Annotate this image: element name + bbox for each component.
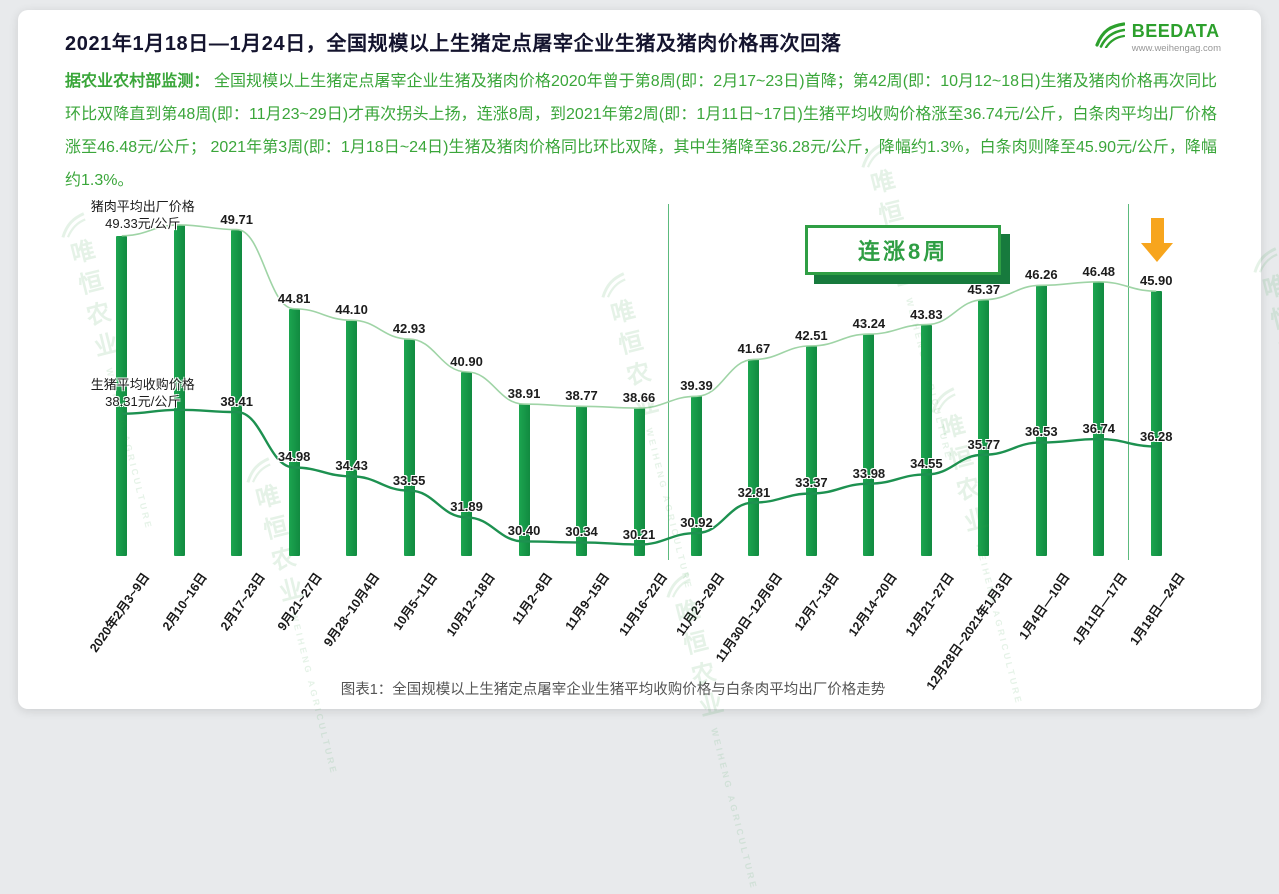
price-bar [978, 299, 990, 556]
data-label: 38.77 [565, 388, 598, 404]
data-label: 31.89 [450, 499, 483, 515]
x-axis-label: 10月5~11日 [390, 570, 440, 633]
series-first-value: 49.33元/公斤 [105, 215, 181, 231]
beedata-logo-url: www.weihengag.com [1131, 43, 1221, 54]
down-arrow-shaft [1150, 218, 1164, 243]
summary-lead: 据农业农村部监测： [65, 73, 214, 90]
summary-body: 全国规模以上生猪定点屠宰企业生猪及猪肉价格2020年曾于第8周(即：2月17~2… [65, 73, 1217, 189]
x-axis-label: 12月21~27日 [903, 570, 958, 639]
data-label: 36.28 [1139, 428, 1173, 444]
data-label: 46.48 [1082, 263, 1116, 279]
series-name: 猪肉平均出厂价格 [90, 198, 195, 214]
x-axis-label: 12月14~20日 [845, 570, 900, 639]
data-label: 39.39 [680, 378, 713, 394]
data-label: 46.26 [1025, 267, 1058, 283]
price-bar [231, 229, 243, 556]
price-bar [805, 345, 817, 556]
page: { "header": { "title": "2021年1月18日—1月24日… [18, 10, 1279, 892]
data-label: 猪肉平均出厂价格 49.33元/公斤 [91, 199, 195, 233]
data-label: 43.83 [910, 306, 943, 322]
plot-area: 连涨8周 猪肉平均出厂价格 49.33元/公斤 49.71 44.81 44.10 42.… [91, 199, 1185, 560]
beedata-logo-icon [1095, 22, 1125, 48]
x-axis-label: 10月12~18日 [443, 570, 498, 639]
data-label: 45.37 [967, 281, 1001, 297]
price-bar [1093, 281, 1105, 556]
data-label: 49.71 [220, 211, 253, 227]
x-axis-label: 9月28~10月4日 [321, 570, 383, 650]
price-bar [920, 324, 932, 556]
x-axis-label: 2月17~23日 [217, 570, 268, 634]
rise-end-line [1127, 204, 1130, 560]
data-label: 36.74 [1082, 421, 1116, 437]
data-label: 30.34 [565, 524, 598, 540]
data-label: 30.92 [680, 515, 713, 531]
x-axis-label: 11月2~8日 [509, 570, 555, 627]
x-axis-label: 9月21~27日 [274, 570, 325, 634]
data-label: 45.90 [1139, 273, 1173, 289]
price-bar [288, 308, 300, 556]
price-lines-svg [121, 224, 1157, 546]
data-label: 34.55 [910, 456, 943, 472]
price-bar [173, 224, 185, 556]
data-label: 30.40 [507, 523, 541, 539]
data-label: 34.98 [277, 449, 311, 465]
page-title: 2021年1月18日—1月24日，全国规模以上生猪定点屠宰企业生猪及猪肉价格再次… [65, 33, 842, 55]
data-label: 41.67 [737, 341, 771, 357]
price-bar [576, 406, 588, 556]
data-label: 34.43 [335, 458, 368, 474]
summary-paragraph: 据农业农村部监测： 全国规模以上生猪定点屠宰企业生猪及猪肉价格2020年曾于第8… [65, 66, 1217, 198]
data-label: 38.41 [220, 394, 253, 410]
x-axis-label: 2月10~16日 [160, 570, 210, 634]
data-label: 生猪平均收购价格 38.31元/公斤 [91, 377, 195, 411]
data-label: 33.37 [795, 475, 828, 491]
price-bar [346, 320, 358, 556]
rise-badge: 连涨8周 [805, 225, 1002, 275]
data-label: 32.81 [737, 484, 771, 500]
down-arrow-icon [1141, 218, 1173, 262]
data-label: 40.90 [450, 353, 483, 369]
price-bar [863, 334, 875, 556]
price-bar [1150, 291, 1162, 556]
data-label: 42.93 [392, 321, 426, 337]
x-axis-label: 11月16~22日 [616, 570, 670, 639]
data-label: 44.10 [335, 302, 368, 318]
price-bar [116, 235, 128, 556]
x-axis-label: 1月4日—10日 [1015, 570, 1073, 643]
price-bar [633, 408, 645, 556]
x-axis-label: 12月7~13日 [792, 570, 843, 634]
data-label: 33.55 [392, 472, 426, 488]
data-label: 30.21 [622, 526, 656, 542]
watermark-en: WEIHENG AGRICULTURE [709, 726, 760, 892]
beedata-logo: BEEDATA www.weihengag.com [1095, 22, 1221, 54]
price-bar [748, 359, 760, 556]
beedata-logo-text: BEEDATA [1131, 21, 1220, 41]
x-axis-label: 2020年2月3~9日 [87, 570, 153, 655]
pork-price-line [121, 224, 1157, 409]
series-name: 生猪平均收购价格 [90, 376, 195, 392]
data-label: 33.98 [852, 465, 886, 481]
price-bar [403, 339, 415, 556]
x-axis-label: 1月18日—24日 [1126, 570, 1188, 648]
price-bar [1035, 285, 1047, 556]
hog-price-line [121, 408, 1157, 546]
rise-start-line [667, 204, 670, 560]
down-arrow-head [1141, 243, 1173, 262]
data-label: 42.51 [795, 327, 828, 343]
data-label: 38.91 [507, 386, 541, 402]
price-bar [690, 396, 702, 556]
x-axis-label: 1月11日—17日 [1069, 570, 1130, 648]
chart-caption: 图表1：全国规模以上生猪定点屠宰企业生猪平均收购价格与白条肉平均出厂价格走势 [340, 682, 886, 698]
content-card: 2021年1月18日—1月24日，全国规模以上生猪定点屠宰企业生猪及猪肉价格再次… [18, 10, 1261, 709]
data-label: 44.81 [277, 290, 311, 306]
price-bar [461, 371, 473, 556]
data-label: 38.66 [622, 390, 656, 406]
price-chart: 连涨8周 猪肉平均出厂价格 49.33元/公斤 49.71 44.81 44.10 42.… [63, 196, 1223, 706]
x-axis-label: 11月9~15日 [562, 570, 613, 633]
data-label: 43.24 [852, 316, 886, 332]
series-first-value: 38.31元/公斤 [105, 393, 181, 409]
data-label: 36.53 [1025, 424, 1058, 440]
x-axis-label: 11月23~29日 [673, 570, 728, 639]
price-bar [518, 404, 530, 556]
data-label: 35.77 [967, 436, 1001, 452]
